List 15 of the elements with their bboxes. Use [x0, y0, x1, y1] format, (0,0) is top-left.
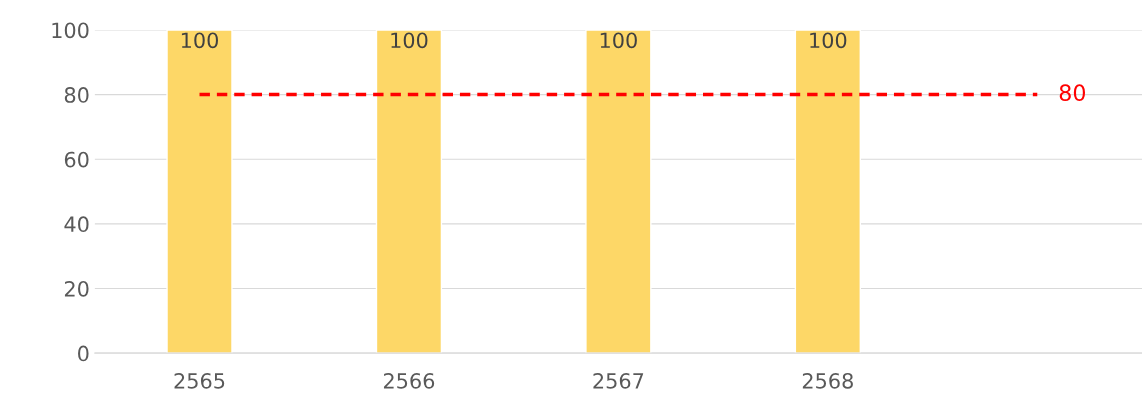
data-label: 100 — [600, 32, 637, 49]
y-tick-label: 100 — [52, 22, 89, 39]
y-tick-label: 0 — [78, 345, 89, 362]
y-tick-label: 40 — [64, 216, 89, 233]
y-tick-label: 20 — [64, 280, 89, 297]
y-tick-label: 60 — [64, 151, 89, 168]
x-tick-label: 2568 — [802, 372, 853, 389]
data-label: 100 — [391, 32, 428, 49]
x-tick-label: 2565 — [174, 372, 225, 389]
x-tick-label: 2566 — [383, 372, 435, 389]
data-label: 100 — [181, 32, 219, 49]
x-tick-label: 2567 — [593, 372, 644, 389]
y-tick-label: 80 — [64, 87, 89, 103]
data-label: 100 — [810, 32, 847, 49]
ref-line-label: 80 — [1059, 84, 1086, 102]
